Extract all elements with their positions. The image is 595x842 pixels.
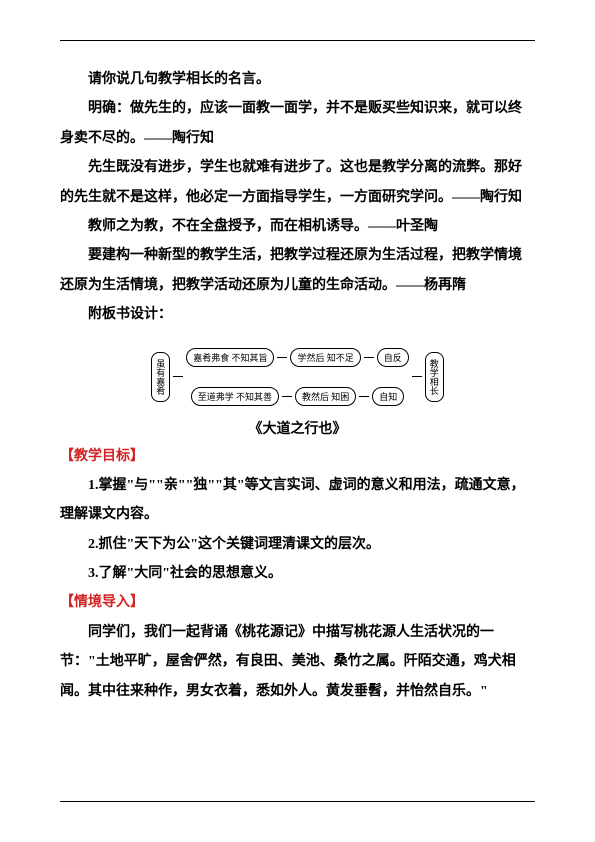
diagram-node-r2c: 自知 <box>372 387 404 406</box>
para-quote-3: 教师之为教，不在全盘授予，而在相机诱导。——叶圣陶 <box>60 212 535 241</box>
heading-intro: 【情境导入】 <box>60 588 535 617</box>
para-quote-2: 先生既没有进步，学生也就难有进步了。这也是教学分离的流弊。那好的先生就不是这样，… <box>60 153 535 212</box>
goal-2: 2.抓住"天下为公"这个关键词理清课文的层次。 <box>60 530 535 559</box>
diagram-connector <box>173 376 183 377</box>
para-quote-4: 要建构一种新型的教学生活，把教学过程还原为生活过程，把教学情境还原为生活情境，把… <box>60 241 535 300</box>
heading-goals: 【教学目标】 <box>60 442 535 471</box>
diagram-connector <box>412 376 422 377</box>
diagram-container: 虽有嘉肴 嘉肴弗食 不知其旨 学然后 知不足 自反 至道弗学 不知其善 教然后 … <box>60 340 535 438</box>
para-quote-1: 明确：做先生的，应该一面教一面学，并不是贩买些知识来，就可以终身卖不尽的。——陶… <box>60 94 535 153</box>
para-board-design: 附板书设计： <box>60 300 535 329</box>
diagram-connector <box>277 357 287 358</box>
diagram-caption: 《大道之行也》 <box>60 418 535 438</box>
diagram-node-r2a: 至道弗学 不知其善 <box>191 387 279 406</box>
diagram-node-r2b: 教然后 知困 <box>295 387 356 406</box>
diagram-left-node: 虽有嘉肴 <box>151 352 170 402</box>
goal-3: 3.了解"大同"社会的思想意义。 <box>60 559 535 588</box>
diagram-node-r1a: 嘉肴弗食 不知其旨 <box>186 348 274 367</box>
top-rule <box>60 40 535 41</box>
intro-text: 同学们，我们一起背诵《桃花源记》中描写桃花源人生活状况的一节："土地平旷，屋舍俨… <box>60 618 535 706</box>
bottom-rule <box>60 801 535 802</box>
para-quote-intro: 请你说几句教学相长的名言。 <box>60 65 535 94</box>
diagram-node-r1b: 学然后 知不足 <box>290 348 360 367</box>
diagram-connector <box>364 357 374 358</box>
goal-1: 1.掌握"与""亲""独""其"等文言实词、虚词的意义和用法，疏通文意，理解课文… <box>60 471 535 530</box>
diagram-connector <box>359 396 369 397</box>
diagram: 虽有嘉肴 嘉肴弗食 不知其旨 学然后 知不足 自反 至道弗学 不知其善 教然后 … <box>148 340 447 414</box>
document-page: 请你说几句教学相长的名言。 明确：做先生的，应该一面教一面学，并不是贩买些知识来… <box>0 0 595 746</box>
diagram-right-node: 教学相长 <box>425 352 444 402</box>
diagram-connector <box>282 396 292 397</box>
diagram-node-r1c: 自反 <box>377 348 409 367</box>
